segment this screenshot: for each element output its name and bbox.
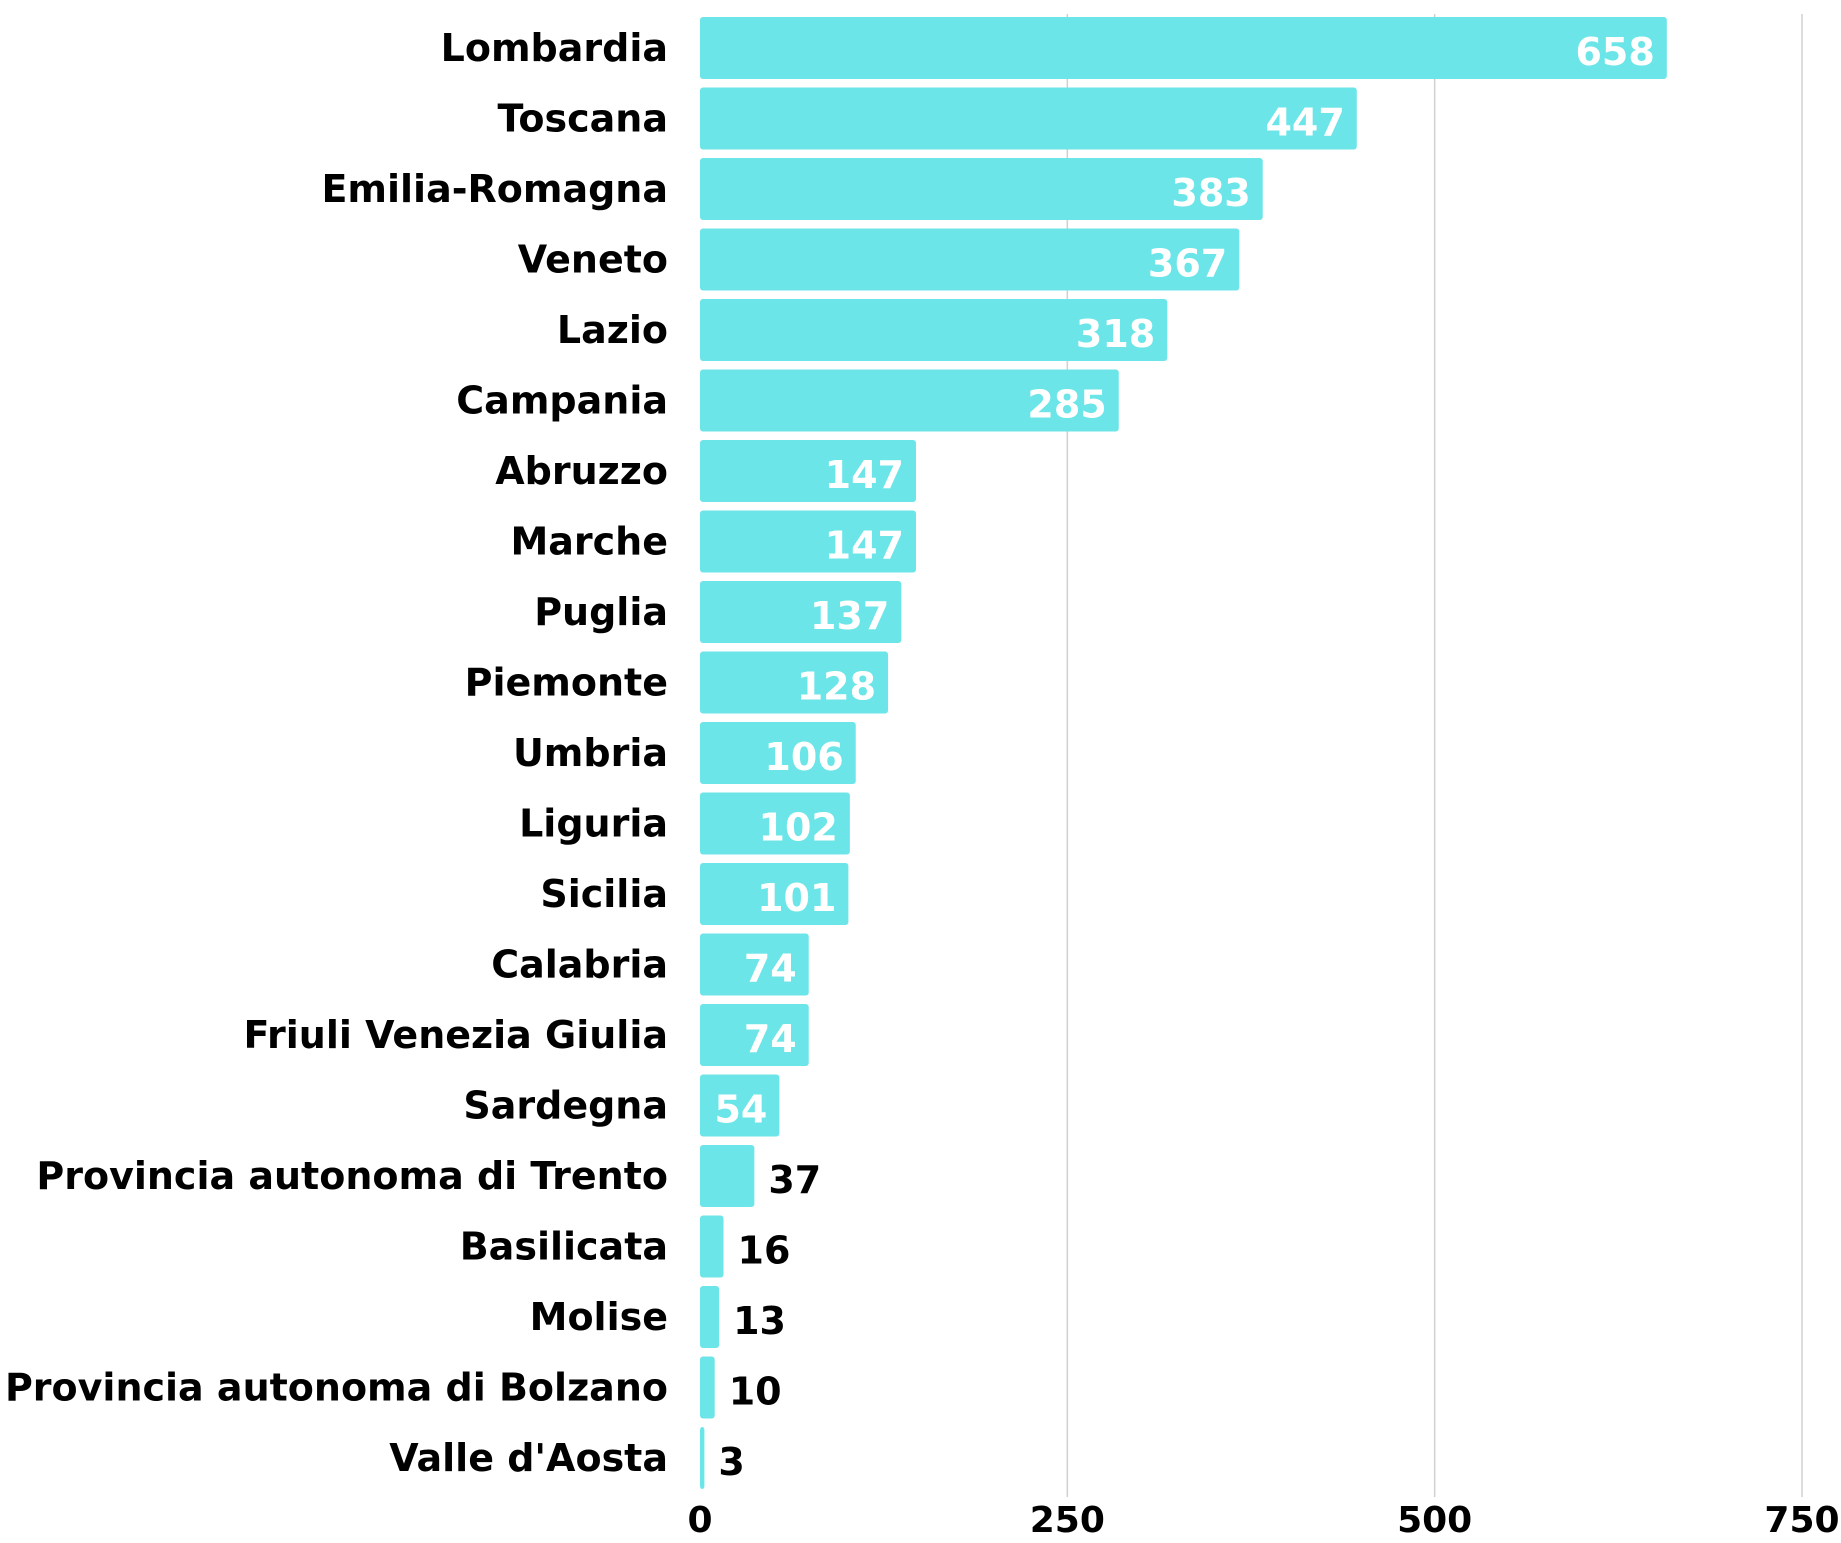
value-label: 147 [825, 453, 904, 497]
category-label: Emilia-Romagna [321, 167, 668, 211]
bar-toscana [700, 87, 1357, 150]
bars [700, 17, 1667, 1489]
bar-valle-d-aosta [700, 1427, 705, 1489]
category-label: Veneto [518, 238, 668, 282]
bar-veneto [700, 228, 1240, 291]
bar-molise [700, 1286, 720, 1348]
category-label: Provincia autonoma di Bolzano [5, 1366, 668, 1410]
value-label: 16 [738, 1229, 791, 1273]
value-label: 37 [768, 1158, 821, 1202]
category-label: Sicilia [540, 872, 668, 916]
category-label: Lombardia [441, 26, 668, 70]
value-label: 54 [714, 1088, 767, 1132]
bar-provincia-autonoma-di-bolzano [700, 1356, 715, 1419]
value-label: 128 [797, 665, 876, 709]
value-label: 137 [810, 594, 889, 638]
value-label: 383 [1171, 171, 1250, 215]
x-tick-label-500: 500 [1397, 1500, 1472, 1541]
value-label: 102 [759, 806, 838, 850]
value-label: 3 [718, 1440, 744, 1484]
x-tick-label-250: 250 [1030, 1500, 1105, 1541]
category-label: Toscana [498, 97, 668, 141]
category-label: Calabria [491, 943, 668, 987]
value-label: 658 [1575, 30, 1654, 74]
value-labels: 658 447 383 367 318 285 147 147 137 128 106 102 101 7… [714, 30, 1654, 1484]
category-label: Piemonte [465, 661, 668, 705]
x-tick-label-0: 0 [687, 1500, 712, 1541]
value-label: 74 [744, 947, 797, 991]
category-labels: Lombardia Toscana Emilia-Romagna Veneto Lazi… [5, 26, 668, 1480]
value-label: 147 [825, 524, 904, 568]
category-label: Liguria [519, 802, 668, 846]
x-axis-tick-labels: 0 250 500 750 [687, 1500, 1839, 1541]
category-label: Sardegna [463, 1084, 668, 1128]
bar-liguria [700, 792, 850, 855]
category-label: Umbria [513, 731, 668, 775]
bar-sardegna [700, 1074, 780, 1137]
value-label: 74 [744, 1017, 797, 1061]
category-label: Provincia autonoma di Trento [36, 1154, 668, 1198]
bar-calabria [700, 933, 809, 996]
category-label: Abruzzo [495, 449, 668, 493]
category-label: Valle d'Aosta [389, 1436, 668, 1480]
category-label: Friuli Venezia Giulia [243, 1013, 668, 1057]
bar-piemonte [700, 651, 889, 714]
bar-umbria [700, 722, 856, 784]
value-label: 447 [1265, 101, 1344, 145]
bar-basilicata [700, 1215, 724, 1278]
x-tick-label-750: 750 [1764, 1500, 1839, 1541]
value-label: 106 [764, 735, 843, 779]
bar-emilia-romagna [700, 158, 1263, 220]
category-label: Marche [510, 520, 668, 564]
category-label: Basilicata [460, 1225, 668, 1269]
value-label: 285 [1027, 383, 1106, 427]
bar-lazio [700, 299, 1168, 361]
bar-sicilia [700, 863, 849, 925]
value-label: 367 [1148, 242, 1227, 286]
value-label: 10 [729, 1370, 782, 1414]
category-label: Campania [456, 379, 668, 423]
bar-marche [700, 510, 916, 573]
category-label: Molise [530, 1295, 668, 1339]
bar-puglia [700, 581, 902, 643]
category-label: Puglia [534, 590, 668, 634]
category-label: Lazio [557, 308, 668, 352]
value-label: 318 [1076, 312, 1155, 356]
bar-friuli-venezia-giulia [700, 1004, 809, 1066]
value-label: 101 [757, 876, 836, 920]
value-label: 13 [733, 1299, 786, 1343]
bar-lombardia [700, 17, 1667, 79]
bar-campania [700, 369, 1119, 432]
bar-abruzzo [700, 440, 916, 502]
bar-provincia-autonoma-di-trento [700, 1145, 755, 1207]
